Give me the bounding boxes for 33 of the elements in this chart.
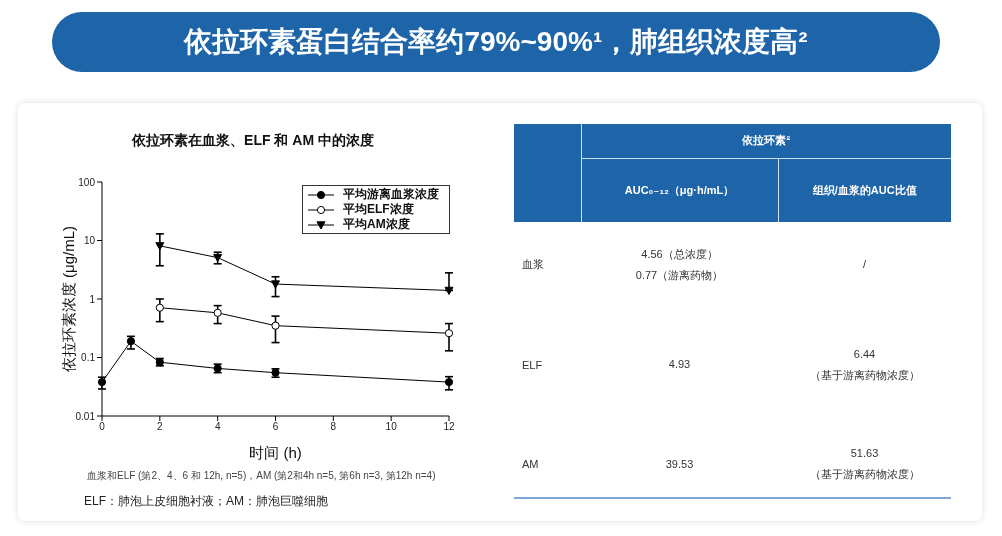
legend-label: 平均ELF浓度: [343, 202, 414, 216]
text: ELF：肺泡上皮细胞衬液；AM：肺泡巨噬细胞: [84, 494, 329, 508]
x-tick-label: 12: [443, 421, 455, 433]
x-tick-label: 4: [214, 421, 221, 433]
text: 51.63 （基于游离药物浓度）: [809, 447, 920, 480]
text: 依拉环素²: [742, 134, 791, 147]
x-tick-label: 0: [99, 421, 106, 433]
legend-label: 平均AM浓度: [343, 217, 410, 231]
text: 6.44 （基于游离药物浓度）: [809, 347, 920, 381]
x-tick-label: 6: [272, 421, 279, 433]
category-label: AUC₀₋₁₂（μg·h/mL）: [624, 183, 735, 196]
category-label: 血浆: [522, 258, 544, 270]
x-axis-title: 时间 (h): [249, 444, 302, 461]
text: 4.93: [668, 358, 691, 370]
y-tick-label: 1: [89, 293, 96, 305]
x-tick-label: 10: [385, 421, 398, 433]
text: 依拉环素蛋白结合率约79%~90%¹，肺组织浓度高²: [184, 26, 808, 57]
x-tick-label: 8: [330, 421, 337, 433]
y-tick-label: 0.1: [81, 352, 96, 364]
x-tick-label: 2: [157, 421, 164, 433]
text: 4.56（总浓度） 0.77（游离药物）: [635, 247, 724, 281]
category-label: ELF: [522, 358, 543, 371]
y-tick-label: 10: [83, 235, 96, 247]
text: /: [862, 258, 867, 270]
y-tick-label: 100: [78, 176, 96, 188]
category-label: AM: [522, 458, 539, 470]
text: 39.53: [665, 457, 694, 470]
y-tick-label: 0.01: [75, 410, 96, 422]
y-axis-title: 依拉环素浓度 (μg/mL): [59, 225, 77, 373]
chart-title: 依拉环素在血浆、ELF 和 AM 中的浓度: [132, 132, 374, 148]
text: 血浆和ELF (第2、4、6 和 12h, n=5)，AM (第2和4h n=5, 第6h n=3, 第12h n=4): [87, 470, 436, 481]
legend-label: 平均游离血浆浓度: [343, 187, 439, 201]
category-label: 组织/血浆的AUC比值: [812, 183, 917, 196]
